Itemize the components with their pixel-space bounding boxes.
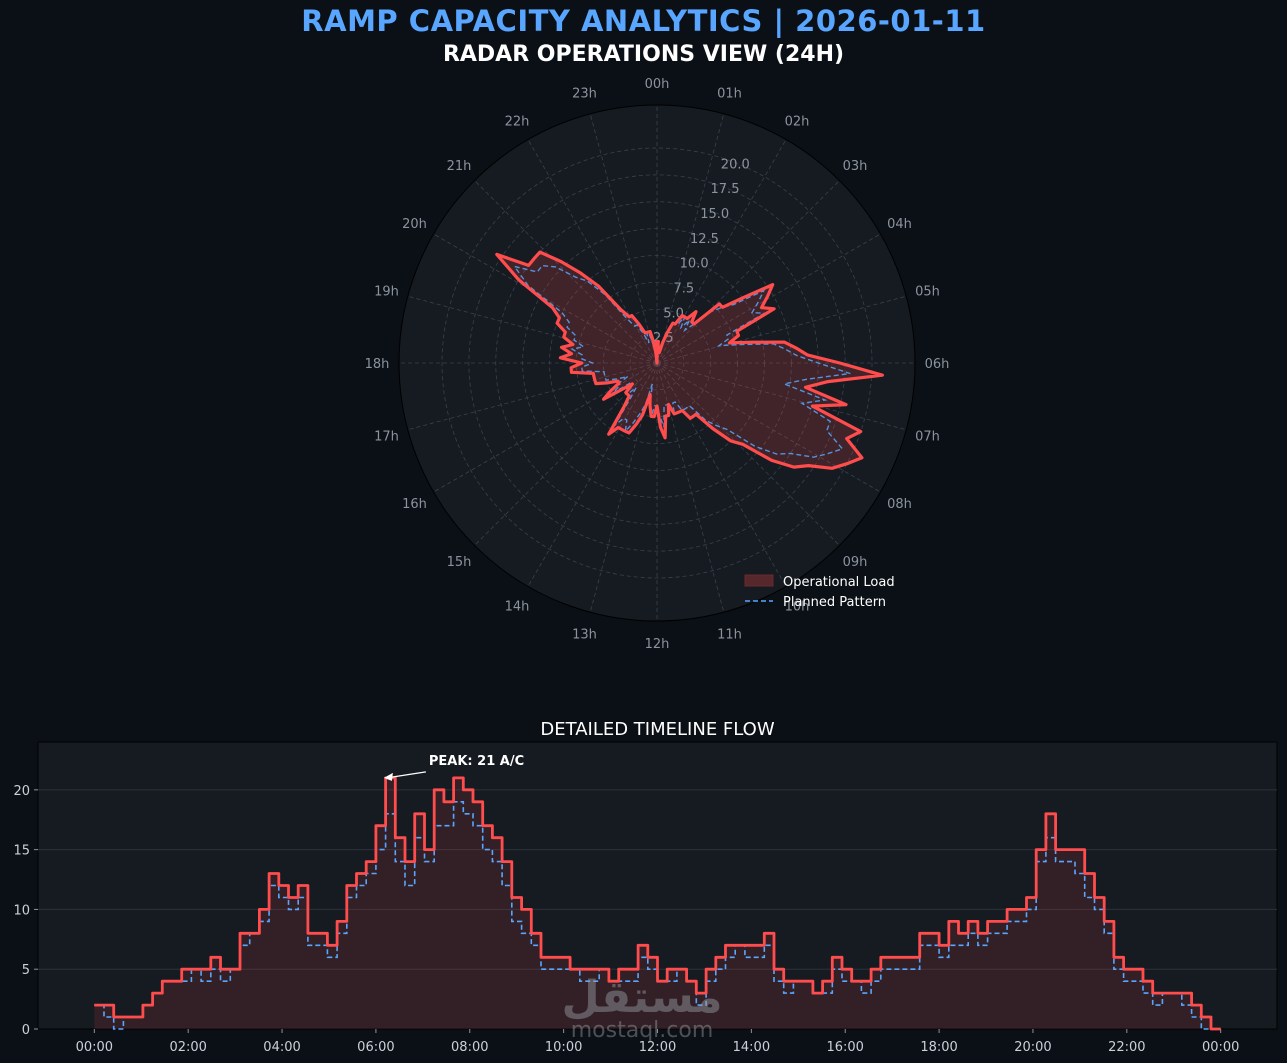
x-tick-label: 12:00 [639,1040,676,1055]
x-tick-label: 04:00 [263,1040,300,1055]
x-tick-label: 00:00 [1202,1040,1239,1055]
angle-label-22h: 22h [505,115,530,130]
radar-spoke [589,113,658,364]
x-tick-label: 00:00 [76,1040,113,1055]
radar-spoke [656,233,881,364]
angle-label-14h: 14h [505,599,530,614]
legend-label-operational: Operational Load [783,575,895,590]
y-tick-label: 5 [22,963,30,978]
timeline-chart: DETAILED TIMELINE FLOW 0 5 10 15 20 00:00 02:00… [13,719,1278,1055]
operational-load-fill [496,252,883,469]
angle-label-17h: 17h [374,429,399,444]
x-tick-label: 06:00 [357,1040,394,1055]
radial-label: 15.0 [700,207,729,222]
angle-label-12h: 12h [645,637,670,652]
radar-chart: 00h 01h 02h 03h 04h 05h 06h 07h 08h 09h 10h 11h 12h 1… [365,77,950,652]
angle-label-23h: 23h [572,87,597,102]
timeline-operational-fill [94,777,1221,1029]
watermark: مستقل mostaql.com [562,972,723,1043]
angle-label-06h: 06h [925,357,950,372]
x-tick-label: 14:00 [733,1040,770,1055]
y-tick-label: 20 [13,784,30,799]
main-title: RAMP CAPACITY ANALYTICS | 2026-01-11 [301,4,986,38]
peak-arrowhead [383,772,393,781]
radar-spoke [474,180,658,364]
x-tick-label: 08:00 [451,1040,488,1055]
radar-spoke [656,362,840,546]
angle-label-02h: 02h [785,115,810,130]
angle-label-11h: 11h [717,627,742,642]
angle-label-04h: 04h [887,217,912,232]
angle-label-16h: 16h [402,497,427,512]
angle-label-15h: 15h [447,555,472,570]
x-tick-label: 20:00 [1014,1040,1051,1055]
radar-ring [629,335,685,391]
radial-label: 17.5 [711,182,740,197]
y-tick-label: 0 [22,1023,30,1038]
radar-spoke [527,362,658,587]
x-tick-label: 16:00 [826,1040,863,1055]
legend-swatch-operational [744,574,774,587]
watermark-latin: mostaql.com [571,1018,714,1043]
radar-subtitle: RADAR OPERATIONS VIEW (24H) [442,42,845,67]
radar-spoke [407,362,658,431]
operational-load-line [495,250,885,470]
radial-label: 12.5 [690,232,719,247]
legend-label-planned: Planned Pattern [783,595,886,610]
x-tick-label: 18:00 [920,1040,957,1055]
radial-label: 7.5 [674,282,695,297]
angle-label-01h: 01h [717,87,742,102]
radial-label: 20.0 [721,157,750,172]
peak-annotation: PEAK: 21 A/C [429,754,524,769]
radar-spoke [407,295,658,364]
radar-spoke [656,139,787,364]
angle-label-21h: 21h [447,159,472,174]
peak-arrow [386,771,426,779]
angle-label-09h: 09h [843,555,868,570]
angle-label-10h: 10h [785,599,810,614]
angle-label-20h: 20h [402,217,427,232]
angle-label-05h: 05h [915,285,940,300]
timeline-title: DETAILED TIMELINE FLOW [540,719,774,740]
angle-label-03h: 03h [843,159,868,174]
x-tick-label: 10:00 [545,1040,582,1055]
radar-spoke [656,362,787,587]
radar-spoke [656,362,881,493]
timeline-planned-line [94,801,1221,1030]
radar-spoke [656,362,907,431]
angle-label-07h: 07h [915,429,940,444]
y-tick-label: 15 [13,844,30,859]
radar-ring [441,147,873,579]
x-tick-label: 02:00 [169,1040,206,1055]
angle-label-18h: 18h [365,357,390,372]
y-tick-label: 10 [13,903,30,918]
timeline-operational-line [94,776,1221,1031]
x-tick-label: 22:00 [1108,1040,1145,1055]
radar-ring [602,308,712,418]
angle-label-13h: 13h [572,627,597,642]
radar-spoke [656,180,840,364]
watermark-arabic: مستقل [562,972,723,1023]
angle-label-00h: 00h [645,77,670,92]
radar-spoke [656,113,725,364]
radar-spoke [656,295,907,364]
radial-label: 10.0 [680,257,709,272]
angle-label-08h: 08h [887,497,912,512]
angle-label-19h: 19h [374,285,399,300]
